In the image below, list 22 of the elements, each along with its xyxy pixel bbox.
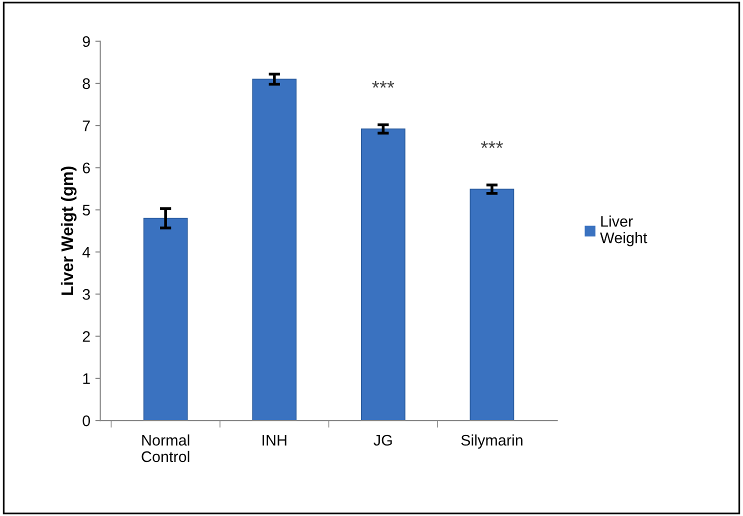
y-tick-label: 7 [82, 120, 90, 132]
x-tick-label: Normal Control [142, 434, 190, 462]
y-tick-label: 8 [82, 78, 90, 90]
x-tick-label: JG [374, 434, 392, 446]
y-tick-label: 2 [82, 331, 90, 342]
y-tick-label: 5 [82, 204, 90, 216]
bar [143, 218, 188, 421]
y-tick-label: 1 [83, 373, 90, 384]
y-tick-label: 6 [82, 162, 90, 174]
y-tick-label: 4 [82, 247, 90, 258]
y-tick-label: 3 [82, 288, 90, 300]
bar [470, 188, 514, 421]
y-axis-title: Liver Weigt (gm) [60, 166, 77, 295]
legend-label: Liver Weight [600, 216, 648, 246]
annotation: *** [372, 80, 394, 88]
bar [360, 128, 406, 421]
x-tick-label: INH [262, 434, 286, 446]
bar [252, 78, 297, 421]
annotation: *** [480, 141, 504, 148]
y-tick-label: 9 [82, 36, 90, 47]
x-tick-label: Silymarin [461, 434, 522, 449]
y-tick-label: 0 [82, 415, 90, 426]
